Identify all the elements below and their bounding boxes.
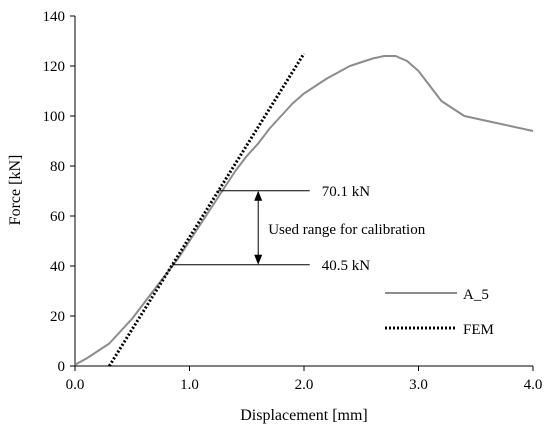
y-tick-label: 0 <box>58 359 66 375</box>
range-arrow-head-up <box>254 190 263 201</box>
series-layer <box>74 52 534 367</box>
tick-group: 0.0 1.0 2.0 3.0 4.0 0 20 40 60 80 100 120 140 <box>43 9 543 393</box>
y-tick-label: 100 <box>43 109 66 125</box>
x-tick-label: 2.0 <box>295 377 314 393</box>
lower-force-label: 40.5 kN <box>322 258 371 274</box>
y-tick-label: 80 <box>50 159 65 175</box>
legend: A_5 FEM <box>385 287 494 338</box>
y-tick-label: 120 <box>43 59 66 75</box>
y-tick-label: 60 <box>50 209 65 225</box>
y-tick-label: 40 <box>50 259 65 275</box>
x-tick-label: 3.0 <box>409 377 428 393</box>
legend-label-a5: A_5 <box>463 287 489 303</box>
series-line-a-5 <box>74 55 534 366</box>
range-arrow-head-down <box>254 254 263 265</box>
x-tick-label: 1.0 <box>180 377 199 393</box>
x-tick-label: 0.0 <box>66 377 85 393</box>
upper-force-label: 70.1 kN <box>322 184 371 200</box>
x-axis-title: Displacement [mm] <box>240 407 368 424</box>
annotation-layer: 70.1 kN 40.5 kN Used range for calibration <box>172 184 426 274</box>
y-tick-label: 140 <box>43 9 66 25</box>
y-axis-title: Force [kN] <box>7 155 24 226</box>
legend-label-fem: FEM <box>463 322 494 338</box>
series-line-fem <box>108 52 306 367</box>
y-tick-label: 20 <box>50 309 65 325</box>
x-tick-label: 4.0 <box>524 377 543 393</box>
calibration-range-label: Used range for calibration <box>268 222 426 238</box>
